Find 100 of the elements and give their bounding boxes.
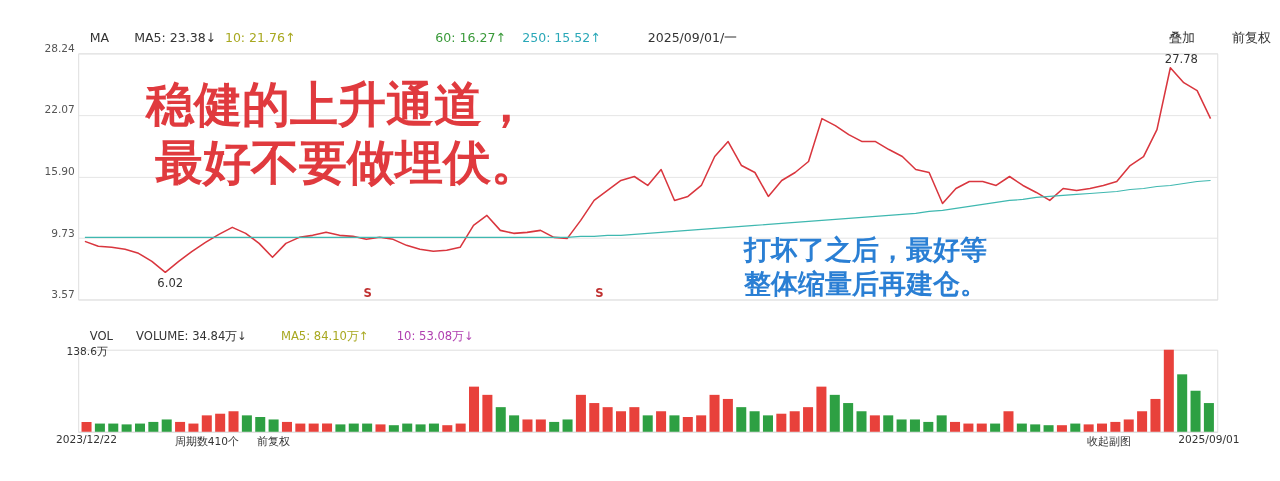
bar bbox=[362, 423, 373, 432]
bar bbox=[909, 419, 920, 432]
bar bbox=[161, 419, 172, 432]
bar bbox=[402, 423, 413, 432]
bar bbox=[509, 415, 520, 432]
bar bbox=[1043, 425, 1054, 432]
bar bbox=[856, 411, 867, 432]
annotation: 138.6万 bbox=[66, 344, 108, 358]
bar bbox=[976, 423, 987, 432]
annotation: S bbox=[595, 285, 604, 300]
annotation: 稳健的上升通道， bbox=[143, 75, 530, 132]
bar bbox=[335, 424, 346, 432]
bar bbox=[1016, 423, 1027, 432]
bar bbox=[1056, 425, 1067, 432]
bar bbox=[762, 415, 773, 432]
bar bbox=[295, 423, 306, 432]
y-tick-label: 15.90 bbox=[44, 165, 76, 179]
text: 前复权 bbox=[256, 435, 290, 449]
bar bbox=[81, 421, 92, 432]
annotation: 最好不要做埋伏。 bbox=[155, 133, 540, 190]
bar bbox=[281, 421, 292, 432]
bar bbox=[455, 423, 466, 432]
bar bbox=[1203, 403, 1214, 432]
text: 周期数410个 bbox=[174, 435, 239, 449]
text: VOLUME: 34.84万↓ bbox=[136, 329, 248, 344]
annotation: 打坏了之后，最好等 bbox=[743, 233, 988, 265]
bar bbox=[869, 415, 880, 432]
text: 2025/09/01/一 bbox=[647, 29, 738, 45]
x-tick-label: 2025/09/01 bbox=[1178, 432, 1240, 446]
y-tick-label: 3.57 bbox=[51, 288, 75, 302]
bar bbox=[883, 415, 894, 432]
bar bbox=[482, 394, 493, 432]
bar bbox=[1123, 419, 1134, 432]
bar bbox=[268, 419, 279, 432]
bar bbox=[682, 417, 693, 432]
bar bbox=[1070, 423, 1081, 432]
bar bbox=[1003, 411, 1014, 432]
bar bbox=[1097, 423, 1108, 432]
bar bbox=[696, 415, 707, 432]
bar bbox=[1177, 374, 1188, 432]
bar bbox=[1110, 421, 1121, 432]
text: 10: 53.08万↓ bbox=[396, 329, 474, 344]
bar bbox=[495, 407, 506, 432]
bar bbox=[108, 423, 119, 432]
bar bbox=[255, 417, 266, 432]
bar bbox=[415, 424, 426, 432]
annotation: 整体缩量后再建仓。 bbox=[743, 267, 988, 299]
bar bbox=[963, 423, 974, 432]
bar bbox=[308, 423, 319, 432]
bar bbox=[375, 424, 386, 432]
text: VOL bbox=[89, 329, 114, 344]
bar bbox=[589, 403, 600, 432]
bar bbox=[134, 423, 145, 432]
bar bbox=[348, 423, 359, 432]
bar bbox=[709, 394, 720, 432]
bar bbox=[896, 419, 907, 432]
bar bbox=[722, 398, 733, 432]
bar bbox=[428, 423, 439, 432]
text: 60: 16.27↑ bbox=[435, 29, 506, 45]
bar bbox=[1030, 424, 1041, 432]
text: MA5: 23.38↓ bbox=[134, 29, 217, 45]
bar bbox=[322, 423, 333, 432]
text: 250: 15.52↑ bbox=[522, 29, 601, 45]
bar bbox=[562, 419, 573, 432]
annotation: 6.02 bbox=[157, 275, 184, 290]
annotation: 27.78 bbox=[1164, 52, 1198, 67]
bar bbox=[669, 415, 680, 432]
bar bbox=[388, 425, 399, 432]
y-tick-label: 9.73 bbox=[51, 226, 75, 240]
bar bbox=[602, 407, 613, 432]
bar bbox=[923, 421, 934, 432]
bar bbox=[629, 407, 640, 432]
text: 10: 21.76↑ bbox=[224, 29, 296, 45]
bar bbox=[148, 421, 159, 432]
bar bbox=[94, 423, 105, 432]
bar bbox=[469, 386, 480, 432]
bar bbox=[228, 411, 239, 432]
bar bbox=[201, 415, 212, 432]
bar bbox=[950, 421, 961, 432]
bar bbox=[736, 407, 747, 432]
bar bbox=[816, 386, 827, 432]
text: 叠加 bbox=[1168, 29, 1195, 45]
bar bbox=[789, 411, 800, 432]
bar bbox=[215, 413, 226, 432]
bar bbox=[843, 403, 854, 432]
text: 收起副图 bbox=[1086, 435, 1131, 449]
bar bbox=[522, 419, 533, 432]
bar bbox=[642, 415, 653, 432]
bar bbox=[749, 411, 760, 432]
text: MA bbox=[89, 29, 110, 45]
bar bbox=[829, 394, 840, 432]
bar bbox=[1083, 424, 1094, 432]
bar bbox=[936, 415, 947, 432]
annotation: S bbox=[363, 285, 372, 300]
bar bbox=[175, 421, 186, 432]
bar bbox=[442, 425, 453, 432]
bar bbox=[241, 415, 252, 432]
bar bbox=[656, 411, 667, 432]
bar bbox=[549, 421, 560, 432]
x-tick-label: 2023/12/22 bbox=[55, 432, 118, 446]
